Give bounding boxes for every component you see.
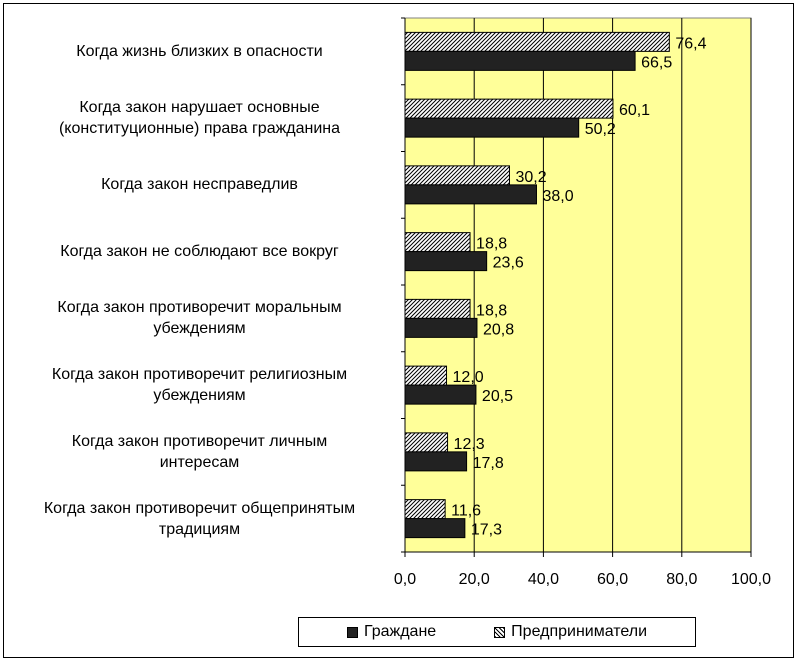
data-label: 50,2 (585, 121, 616, 138)
category-label-line: (конституционные) права гражданина (58, 120, 341, 138)
legend-label-entrepreneurs: Предприниматели (511, 623, 648, 640)
x-tick-label: 100,0 (731, 571, 771, 588)
category-label: Когда закон противоречит моральным убежде… (2, 297, 397, 339)
data-label: 17,3 (471, 522, 502, 539)
bar-citizens (404, 184, 537, 205)
bar-entrepreneurs (404, 165, 510, 186)
category-label-line: Когда закон противоречит религиозным (51, 366, 348, 384)
bar-citizens (404, 451, 468, 472)
bar-entrepreneurs (404, 499, 446, 520)
category-label: Когда закон противоречит общепринятым тра… (2, 498, 397, 540)
bar-citizens (404, 384, 477, 405)
bar-entrepreneurs (404, 98, 614, 119)
bar-citizens (404, 117, 580, 138)
category-label-line: традициям (158, 520, 241, 538)
category-label-line: интересам (159, 453, 240, 471)
legend-item-entrepreneurs: Предприниматели (494, 623, 647, 641)
data-label: 12,0 (453, 369, 484, 386)
x-tick-label: 20,0 (459, 571, 490, 588)
data-label: 30,2 (515, 169, 546, 186)
bar-entrepreneurs (404, 365, 448, 386)
bar-citizens (404, 50, 636, 71)
data-label: 23,6 (493, 255, 524, 272)
x-tick-label: 40,0 (528, 571, 559, 588)
legend-swatch-entrepreneurs (494, 626, 506, 638)
category-label-line: Когда закон противоречит общепринятым (43, 499, 356, 517)
category-label: Когда закон несправедлив (2, 174, 397, 195)
x-tick-label: 0,0 (394, 571, 416, 588)
plot-area (404, 17, 752, 553)
category-label: Когда закон противоречит личным интересам (2, 431, 397, 473)
data-label: 38,0 (542, 188, 573, 205)
bar-entrepreneurs (404, 232, 471, 253)
legend-item-citizens: Граждане (346, 623, 437, 641)
bar-citizens (404, 518, 466, 539)
category-label-line: Когда закон противоречит личным (71, 432, 328, 450)
data-label: 18,8 (476, 236, 507, 253)
category-label-line: убеждениям (153, 320, 246, 338)
category-label-line: Когда закон противоречит моральным (57, 299, 342, 317)
category-label: Когда жизнь близких в опасности (2, 41, 397, 62)
data-label: 17,8 (473, 455, 504, 472)
category-label: Когда закон противоречит религиозным убеж… (2, 364, 397, 406)
category-label-line: убеждениям (153, 387, 246, 405)
legend-label-citizens: Граждане (363, 623, 437, 640)
data-label: 20,5 (482, 388, 513, 405)
data-label: 60,1 (619, 102, 650, 119)
category-label-line: Когда закон нарушает основные (79, 99, 320, 117)
category-label: Когда закон не соблюдают все вокруг (2, 241, 397, 262)
data-label: 12,3 (454, 436, 485, 453)
data-label: 20,8 (483, 321, 514, 338)
category-label-line: Когда жизнь близких в опасности (76, 42, 323, 60)
category-label-line: Когда закон не соблюдают все вокруг (60, 243, 339, 261)
bar-entrepreneurs (404, 432, 449, 453)
legend-swatch-citizens (346, 626, 358, 638)
category-label: Когда закон нарушает основные (конституци… (2, 97, 397, 139)
data-label: 18,8 (476, 302, 507, 319)
x-tick-label: 80,0 (666, 571, 697, 588)
bar-citizens (404, 251, 488, 272)
category-label-line: Когда закон несправедлив (101, 176, 298, 194)
legend: Граждане Предприниматели (298, 617, 696, 647)
bar-entrepreneurs (404, 31, 670, 52)
data-label: 66,5 (641, 54, 672, 71)
data-label: 76,4 (675, 35, 706, 52)
data-label: 11,6 (451, 503, 481, 520)
x-tick-label: 60,0 (597, 571, 628, 588)
bar-entrepreneurs (404, 298, 471, 319)
bar-citizens (404, 317, 478, 338)
